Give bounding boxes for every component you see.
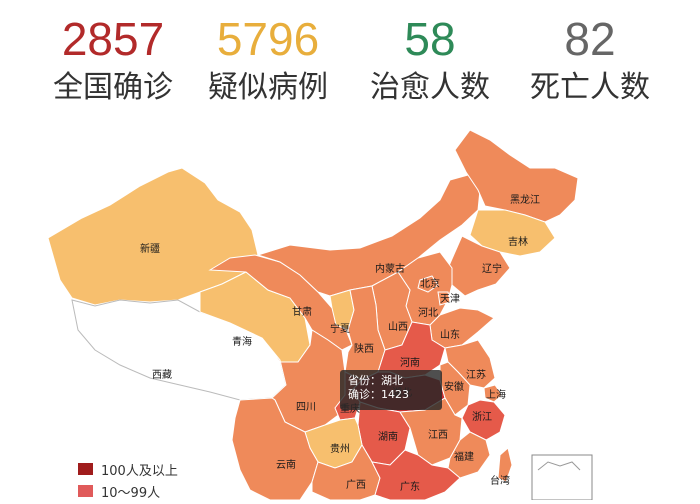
label-jiangsu: 江苏	[466, 368, 486, 381]
map-legend: 100人及以上 10～99人	[78, 458, 178, 502]
label-guizhou: 贵州	[330, 442, 350, 455]
stat-deaths: 82 死亡人数	[515, 14, 665, 106]
legend-item-100-plus[interactable]: 100人及以上	[78, 458, 178, 480]
label-heilongjiang: 黑龙江	[510, 193, 540, 206]
label-beijing: 北京	[420, 277, 440, 290]
map-tooltip: 省份：湖北 确诊：1423	[340, 370, 442, 410]
stats-header: 2857 全国确诊 5796 疑似病例 58 治愈人数 82 死亡人数	[0, 0, 700, 120]
province-heilongjiang[interactable]	[454, 129, 579, 223]
label-guangdong: 广东	[400, 480, 420, 493]
legend-swatch	[78, 463, 93, 475]
province-jilin[interactable]	[469, 209, 556, 257]
stat-deaths-label: 死亡人数	[530, 70, 650, 105]
label-liaoning: 辽宁	[482, 262, 502, 275]
label-xizang: 西藏	[152, 369, 172, 381]
province-fujian[interactable]	[447, 431, 491, 479]
label-qinghai: 青海	[232, 335, 252, 348]
label-neimenggu: 内蒙古	[375, 262, 405, 275]
label-jilin: 吉林	[508, 235, 528, 248]
label-shanxi: 山西	[388, 321, 408, 333]
stat-cured-value: 58	[404, 13, 456, 65]
province-shanghai[interactable]	[483, 384, 503, 403]
label-hebei: 河北	[418, 307, 438, 319]
stat-confirmed-value: 2857	[61, 13, 165, 65]
label-shandong: 山东	[440, 328, 460, 341]
label-shaanxi: 陕西	[354, 342, 374, 355]
province-taiwan[interactable]	[497, 447, 513, 483]
china-map-svg: 新疆 西藏 青海 甘肃 内蒙古 黑龙江 吉林 辽宁 北京 天津 河北 山西 山东…	[47, 129, 593, 501]
label-anhui: 安徽	[444, 380, 464, 393]
legend-label: 10～99人	[101, 485, 161, 501]
label-hunan: 湖南	[378, 430, 398, 443]
label-henan: 河南	[400, 356, 420, 369]
label-gansu: 甘肃	[292, 305, 312, 318]
legend-label: 100人及以上	[101, 463, 178, 479]
tooltip-province: 省份：湖北	[348, 374, 403, 387]
stat-cured: 58 治愈人数	[360, 14, 500, 106]
label-yunnan: 云南	[276, 458, 296, 471]
stat-deaths-value: 82	[564, 13, 616, 65]
label-sichuan: 四川	[296, 402, 316, 413]
tooltip-confirmed: 确诊：1423	[348, 388, 409, 401]
label-tianjin: 天津	[440, 293, 460, 305]
legend-swatch	[78, 485, 93, 497]
label-ningxia: 宁夏	[330, 322, 350, 335]
label-shanghai: 上海	[486, 388, 506, 401]
label-taiwan: 台湾	[490, 474, 510, 487]
province-neimenggu[interactable]	[256, 174, 481, 297]
stat-suspected: 5796 疑似病例	[198, 14, 338, 106]
label-jiangxi: 江西	[428, 429, 448, 441]
stat-confirmed: 2857 全国确诊	[38, 14, 188, 106]
label-zhejiang: 浙江	[472, 411, 492, 423]
province-guangdong[interactable]	[371, 449, 461, 501]
label-xinjiang: 新疆	[140, 242, 160, 255]
stat-suspected-label: 疑似病例	[208, 70, 328, 105]
stat-confirmed-label: 全国确诊	[53, 70, 173, 105]
province-zhejiang[interactable]	[461, 399, 506, 441]
legend-item-10-99[interactable]: 10～99人	[78, 480, 178, 502]
label-fujian: 福建	[454, 450, 474, 463]
south-china-sea-inset	[531, 454, 593, 501]
province-tianjin[interactable]	[437, 291, 451, 306]
stat-suspected-value: 5796	[216, 13, 320, 65]
province-beijing[interactable]	[417, 275, 439, 293]
stat-cured-label: 治愈人数	[370, 70, 490, 105]
inset-coastline	[537, 461, 581, 471]
label-guangxi: 广西	[346, 479, 366, 491]
china-map: 新疆 西藏 青海 甘肃 内蒙古 黑龙江 吉林 辽宁 北京 天津 河北 山西 山东…	[0, 120, 700, 501]
